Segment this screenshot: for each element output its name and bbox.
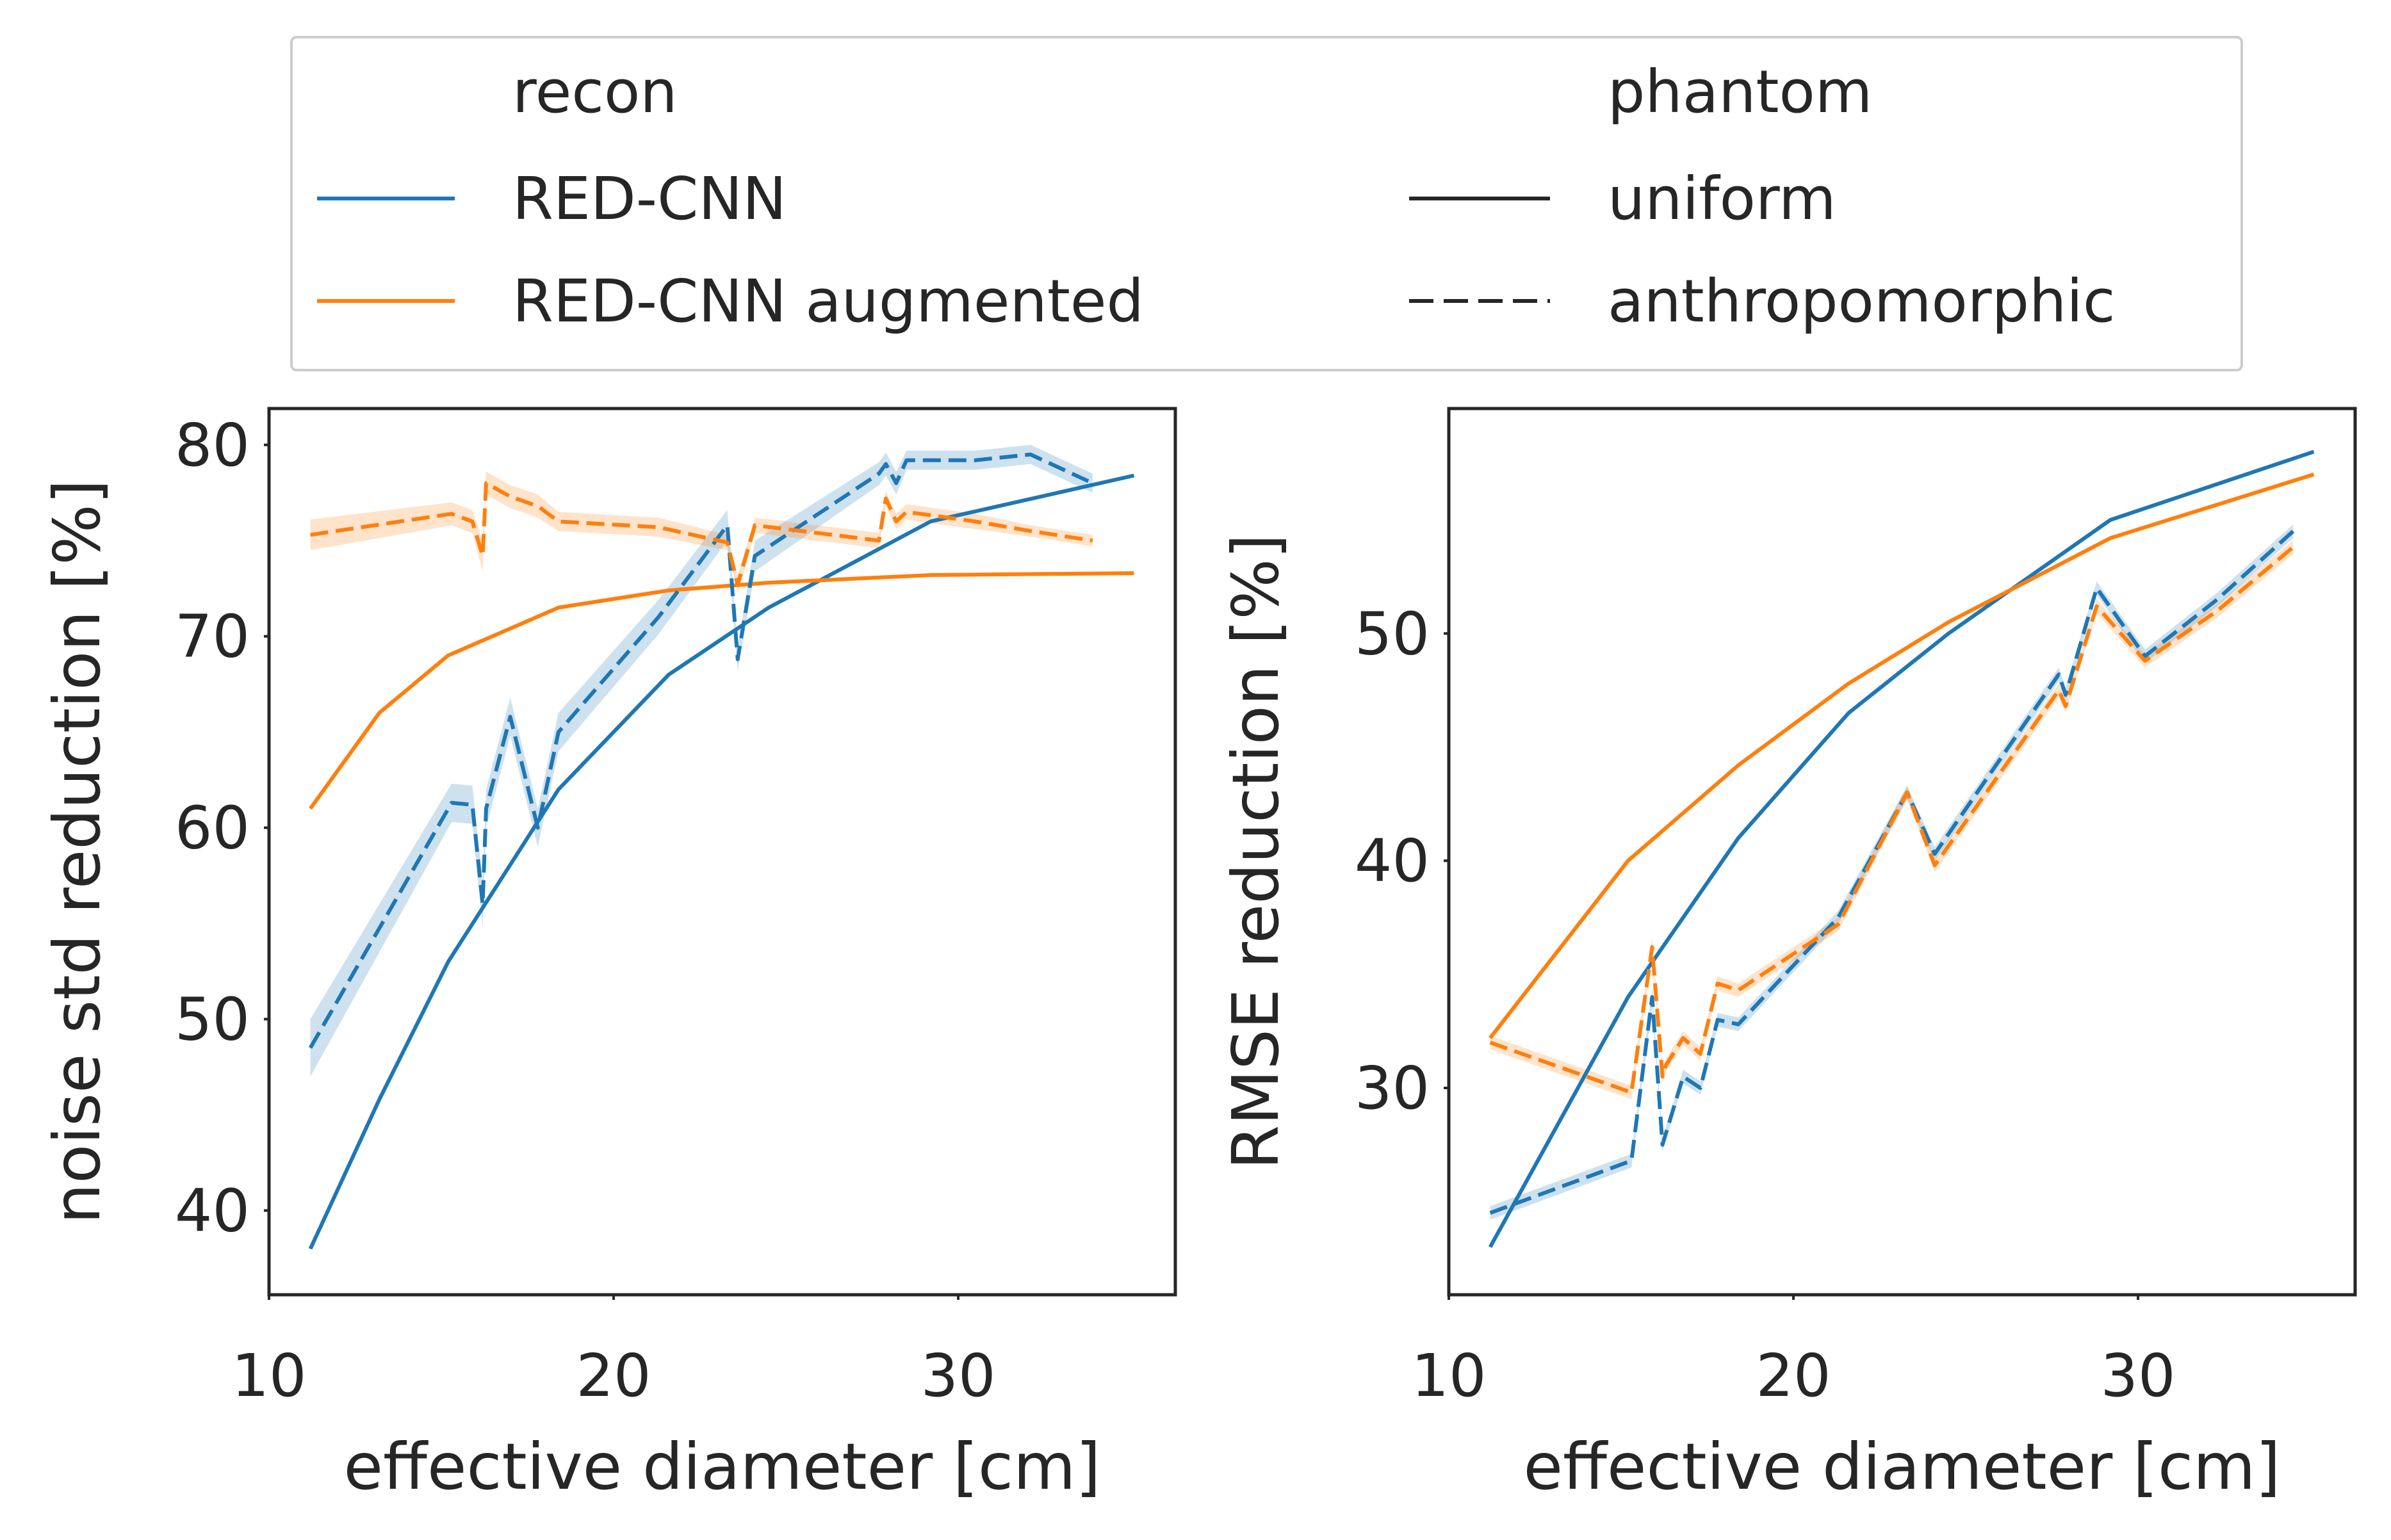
x-tick-label: 20: [1756, 1341, 1831, 1410]
series-line-uniform-1: [1488, 450, 2315, 1248]
legend-label-red-cnn: RED-CNN: [512, 165, 787, 233]
y-axis-label: noise std reduction [%]: [40, 480, 115, 1224]
x-axis-label: effective diameter [cm]: [1524, 1429, 2281, 1504]
series-line-uniform-2: [1489, 473, 2315, 1039]
y-tick-label: 70: [175, 603, 250, 671]
x-tick-label: 30: [921, 1341, 996, 1410]
chart-panel-1: 10 20 30 40 50 60 70 80 effective diameter [cm] n…: [40, 407, 1177, 1504]
x-tick-label: 20: [576, 1341, 651, 1410]
confidence-band-3: [1490, 524, 2294, 1220]
axes-frame: [1447, 407, 2357, 1297]
legend-label-red-cnn-augmented: RED-CNN augmented: [512, 267, 1144, 336]
y-tick-label: 40: [1355, 827, 1430, 895]
x-axis-label: effective diameter [cm]: [344, 1429, 1101, 1504]
x-tick-label: 30: [2101, 1341, 2176, 1410]
legend: recon RED-CNN RED-CNN augmented phantom …: [290, 36, 2243, 371]
y-axis-label: RMSE reduction [%]: [1218, 534, 1293, 1170]
confidence-band-3: [310, 444, 1093, 1077]
legend-label-uniform: uniform: [1608, 165, 1836, 233]
legend-label-anthropomorphic: anthropomorphic: [1608, 267, 2115, 336]
series-line-anthropomorphic-3: [1489, 530, 2295, 1215]
x-tick-label: 10: [231, 1341, 306, 1410]
y-tick-label: 50: [175, 985, 250, 1054]
y-tick-label: 30: [1355, 1054, 1430, 1123]
plot-area: [308, 444, 1135, 1250]
series-line-anthropomorphic-4: [1489, 546, 2295, 1095]
axes-frame: [267, 407, 1177, 1297]
chart-panels: 10 20 30 40 50 60 70 80 effective diameter [cm] n…: [40, 407, 2357, 1504]
series-line-uniform-2: [309, 571, 1134, 810]
legend-title-recon: recon: [512, 58, 678, 126]
series-line-anthropomorphic-4: [310, 481, 1093, 587]
chart-panel-2: 10 20 30 30 40 50 effective diameter [cm] RMSE …: [1218, 407, 2357, 1504]
legend-frame: [290, 36, 2243, 371]
series-line-anthropomorphic-3: [308, 452, 1094, 1049]
y-tick-label: 60: [175, 794, 250, 863]
plot-area: [1488, 450, 2315, 1248]
y-tick-label: 50: [1355, 599, 1430, 668]
confidence-band-4: [310, 471, 1093, 594]
y-tick-label: 40: [175, 1176, 250, 1245]
y-tick-label: 80: [175, 411, 250, 480]
legend-title-phantom: phantom: [1608, 58, 1872, 126]
x-tick-label: 10: [1411, 1341, 1486, 1410]
series-line-uniform-1: [308, 473, 1135, 1250]
